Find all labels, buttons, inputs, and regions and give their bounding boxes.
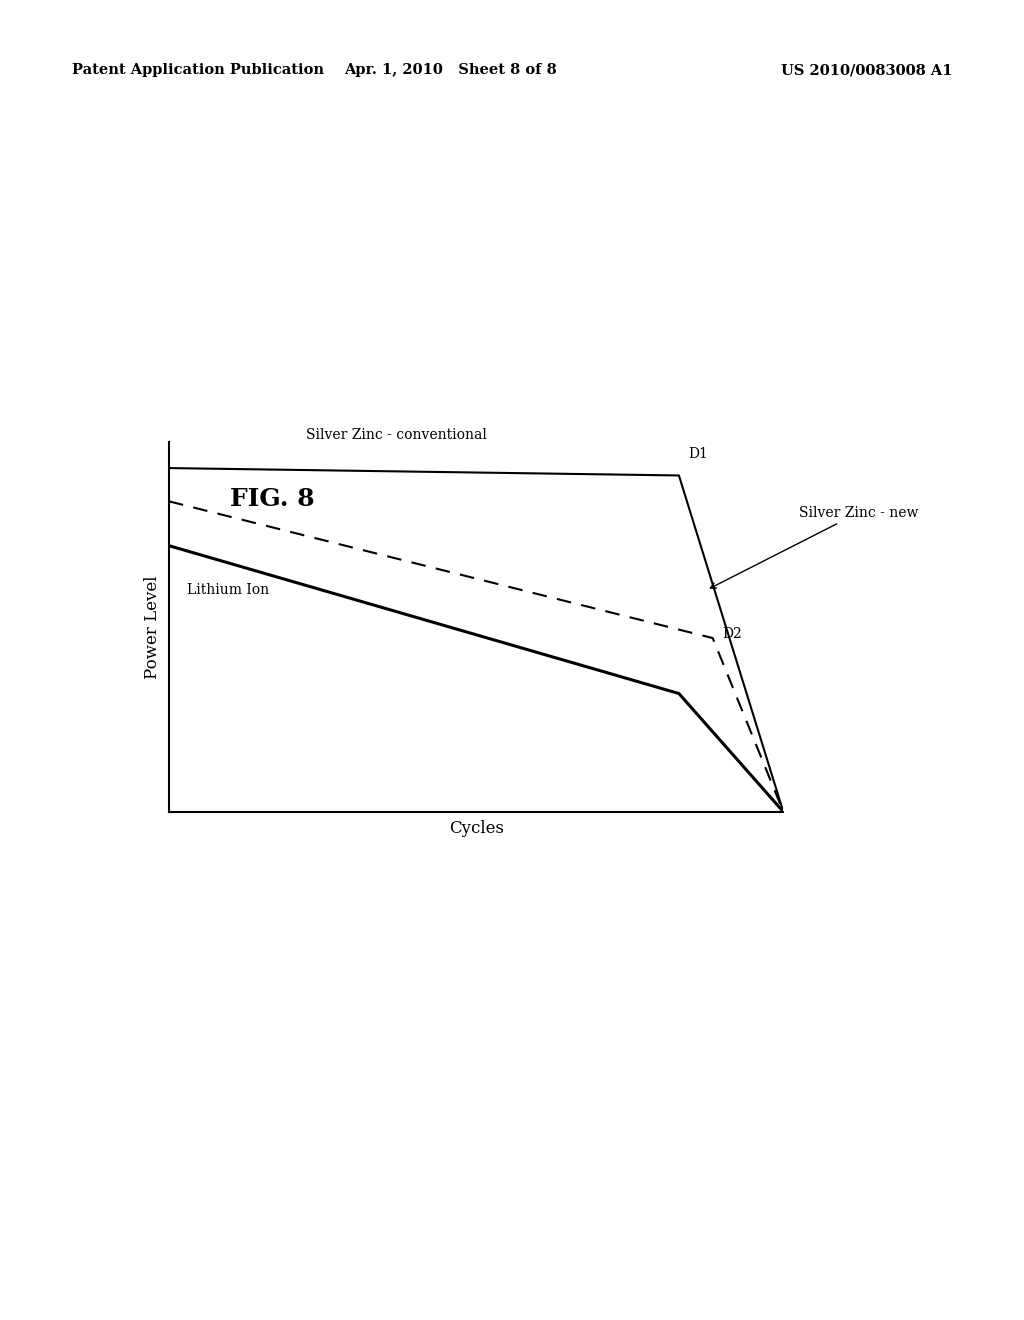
Text: Silver Zinc - conventional: Silver Zinc - conventional (306, 428, 486, 442)
X-axis label: Cycles: Cycles (449, 820, 504, 837)
Text: Patent Application Publication: Patent Application Publication (72, 63, 324, 78)
Text: D2: D2 (722, 627, 741, 642)
Text: Apr. 1, 2010   Sheet 8 of 8: Apr. 1, 2010 Sheet 8 of 8 (344, 63, 557, 78)
Y-axis label: Power Level: Power Level (143, 576, 161, 678)
Text: D1: D1 (688, 446, 708, 461)
Text: Silver Zinc - new: Silver Zinc - new (711, 506, 919, 589)
Text: FIG. 8: FIG. 8 (230, 487, 315, 511)
Text: US 2010/0083008 A1: US 2010/0083008 A1 (781, 63, 952, 78)
Text: Lithium Ion: Lithium Ion (187, 582, 269, 597)
